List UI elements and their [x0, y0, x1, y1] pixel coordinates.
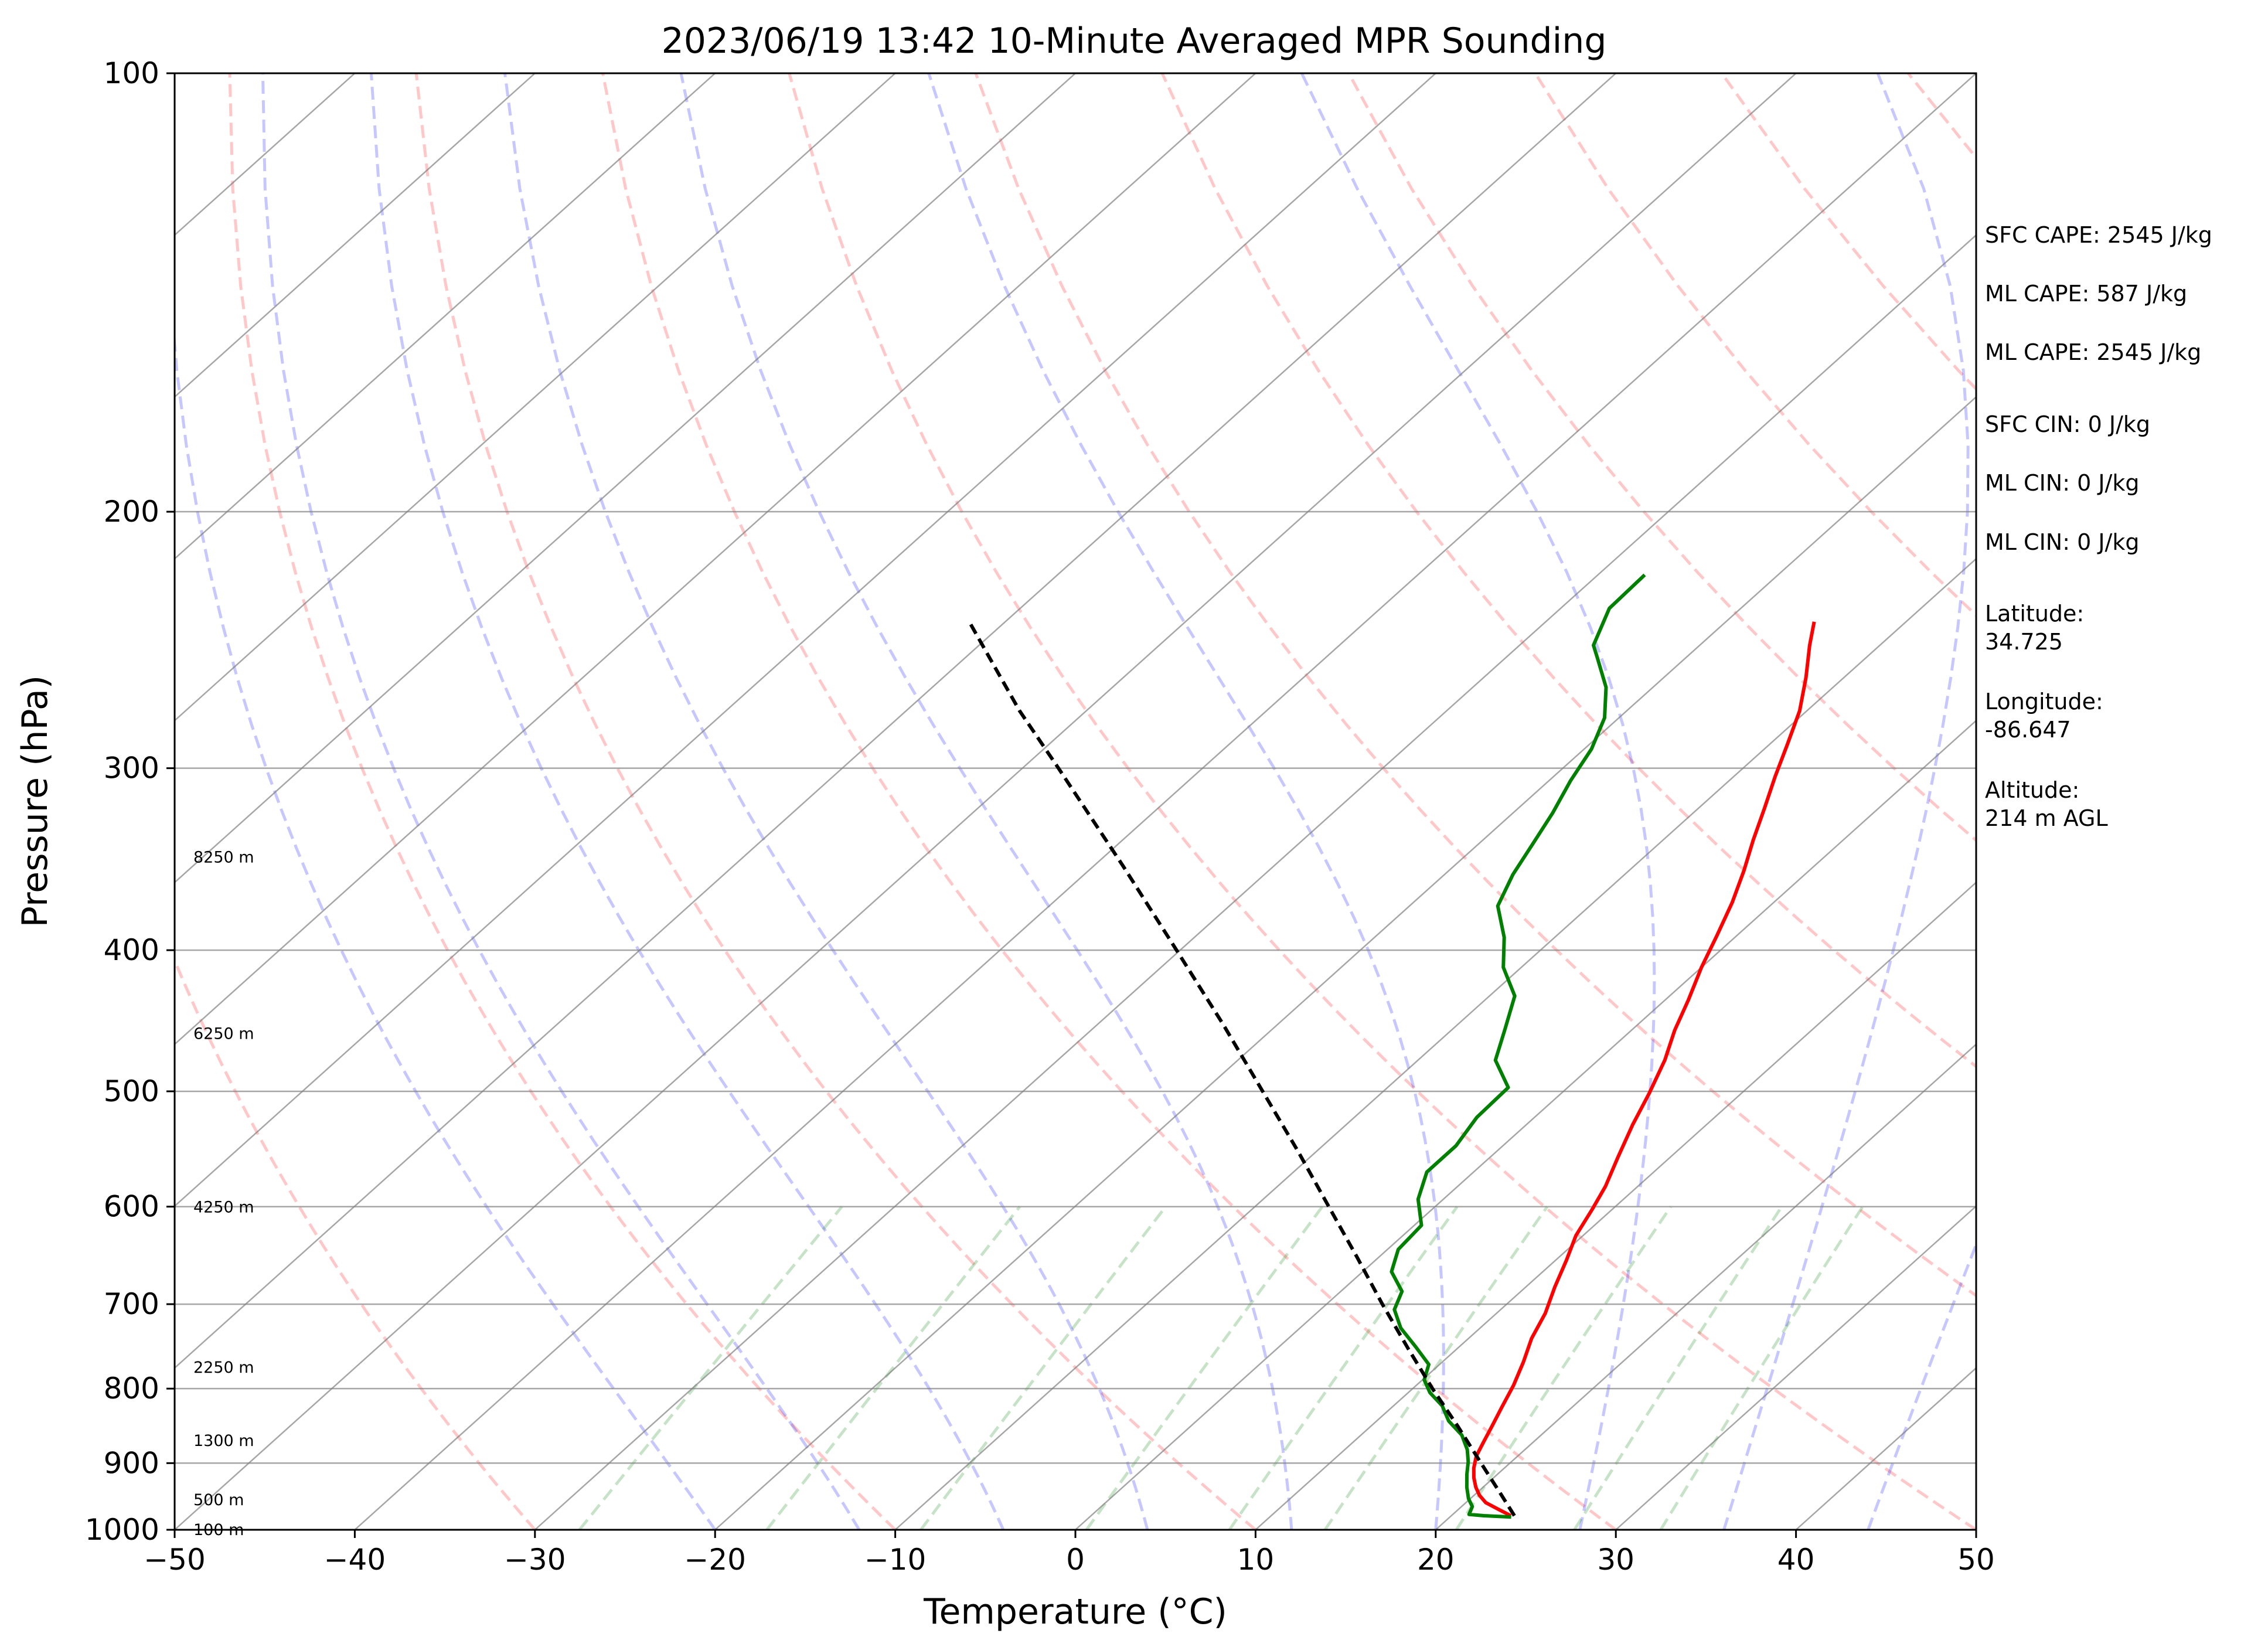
- x-tick-label: −20: [684, 1543, 746, 1577]
- height-label: 2250 m: [193, 1359, 254, 1377]
- x-tick-label: −50: [144, 1543, 206, 1577]
- isotherm: [175, 73, 1797, 1530]
- moist-adiabat: [1300, 73, 1656, 1530]
- altitude-value: 214 m AGL: [1985, 805, 2108, 831]
- x-axis: −50 −40 −30 −20 −10 0 10 20 30 40 50: [144, 1530, 1995, 1577]
- ml-cin-text-2: ML CIN: 0 J/kg: [1985, 529, 2139, 555]
- moist-adiabat: [261, 73, 861, 1530]
- sfc-cin-text: SFC CIN: 0 J/kg: [1985, 411, 2150, 437]
- isotherm: [714, 396, 1976, 1530]
- longitude-label: Longitude:: [1985, 689, 2103, 714]
- moist-adiabat: [503, 73, 1149, 1530]
- ml-cape-text-2: ML CAPE: 2545 J/kg: [1985, 339, 2201, 365]
- y-tick-label: 200: [104, 495, 159, 529]
- x-tick-label: −30: [504, 1543, 566, 1577]
- isotherm: [894, 557, 1976, 1530]
- y-tick-label: 400: [104, 933, 159, 967]
- chart-title: 2023/06/19 13:42 10-Minute Averaged MPR …: [662, 21, 1607, 62]
- isotherm: [1255, 881, 1976, 1530]
- isotherm: [175, 73, 1076, 884]
- dry-adiabat: [414, 73, 1257, 1530]
- mixing-ratio-line: [1323, 1206, 1549, 1530]
- x-tick-label: −10: [864, 1543, 927, 1577]
- parcel-path-line: [968, 621, 1516, 1517]
- dry-adiabat: [228, 73, 897, 1530]
- moist-adiabat: [927, 73, 1445, 1530]
- sfc-cape-text: SFC CAPE: 2545 J/kg: [1985, 222, 2212, 248]
- isotherm: [175, 73, 1617, 1369]
- y-tick-label: 800: [104, 1372, 159, 1406]
- x-tick-label: 20: [1417, 1543, 1455, 1577]
- height-label: 4250 m: [193, 1199, 254, 1217]
- isotherm: [534, 234, 1976, 1530]
- ml-cape-text: ML CAPE: 587 J/kg: [1985, 281, 2187, 307]
- isotherm: [1435, 1043, 1976, 1530]
- dry-adiabat: [974, 73, 1976, 1298]
- y-tick-label: 500: [104, 1074, 159, 1108]
- y-tick-label: 700: [104, 1287, 159, 1321]
- isotherm: [175, 73, 1436, 1207]
- moist-adiabat: [369, 73, 1005, 1530]
- y-tick-label: 1000: [85, 1513, 159, 1547]
- x-axis-label: Temperature (°C): [923, 1591, 1227, 1632]
- dry-adiabat: [788, 73, 1976, 1530]
- x-tick-label: 10: [1237, 1543, 1275, 1577]
- altitude-label: Altitude:: [1985, 777, 2079, 803]
- isotherm: [175, 73, 1256, 1046]
- y-axis-label: Pressure (hPa): [15, 675, 56, 927]
- series-layer: [968, 573, 1816, 1519]
- moist-adiabat: [175, 326, 717, 1530]
- y-axis: 1000 900 800 700 600 500 400 300 200 100: [85, 56, 175, 1547]
- height-label: 500 m: [193, 1491, 244, 1509]
- longitude-value: -86.647: [1985, 717, 2071, 743]
- isotherm: [1075, 719, 1976, 1530]
- dewpoint-line: [1390, 573, 1646, 1519]
- y-tick-label: 100: [104, 56, 159, 90]
- isotherm: [175, 73, 896, 722]
- latitude-value: 34.725: [1985, 629, 2063, 655]
- x-tick-label: 0: [1066, 1543, 1085, 1577]
- ml-cin-text: ML CIN: 0 J/kg: [1985, 470, 2139, 496]
- x-tick-label: 50: [1957, 1543, 1995, 1577]
- isotherm: [354, 73, 1976, 1530]
- dry-adiabat: [601, 73, 1617, 1530]
- isotherm: [175, 73, 536, 398]
- isotherm: [175, 73, 716, 560]
- x-tick-label: 30: [1597, 1543, 1634, 1577]
- x-tick-label: 40: [1777, 1543, 1815, 1577]
- y-tick-label: 900: [104, 1446, 159, 1480]
- height-label: 6250 m: [193, 1025, 254, 1043]
- mixing-ratio-line: [1228, 1206, 1459, 1530]
- x-tick-label: −40: [324, 1543, 386, 1577]
- stats-panel: SFC CAPE: 2545 J/kg ML CAPE: 587 J/kg ML…: [1985, 222, 2212, 831]
- background-lines: [175, 73, 1976, 1530]
- temperature-line: [1472, 621, 1816, 1517]
- height-label: 8250 m: [193, 848, 254, 866]
- height-label: 1300 m: [193, 1432, 254, 1450]
- latitude-label: Latitude:: [1985, 601, 2084, 627]
- y-tick-label: 300: [104, 751, 159, 785]
- moist-adiabat: [679, 73, 1293, 1530]
- y-tick-label: 600: [104, 1190, 159, 1224]
- isotherm: [1615, 1205, 1976, 1530]
- moist-adiabat: [1722, 73, 1970, 1530]
